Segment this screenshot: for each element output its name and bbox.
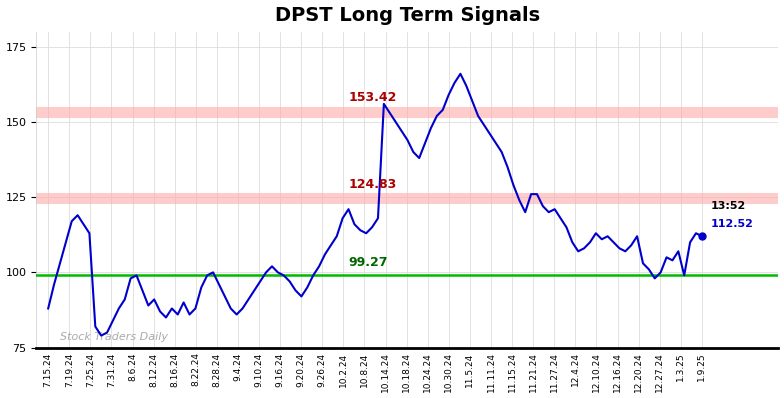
- Text: 124.83: 124.83: [349, 178, 397, 191]
- Text: 112.52: 112.52: [711, 219, 753, 229]
- Text: 153.42: 153.42: [349, 91, 397, 104]
- Text: Stock Traders Daily: Stock Traders Daily: [60, 332, 168, 341]
- Text: 13:52: 13:52: [711, 201, 746, 211]
- Title: DPST Long Term Signals: DPST Long Term Signals: [275, 6, 540, 25]
- Text: 99.27: 99.27: [349, 256, 388, 269]
